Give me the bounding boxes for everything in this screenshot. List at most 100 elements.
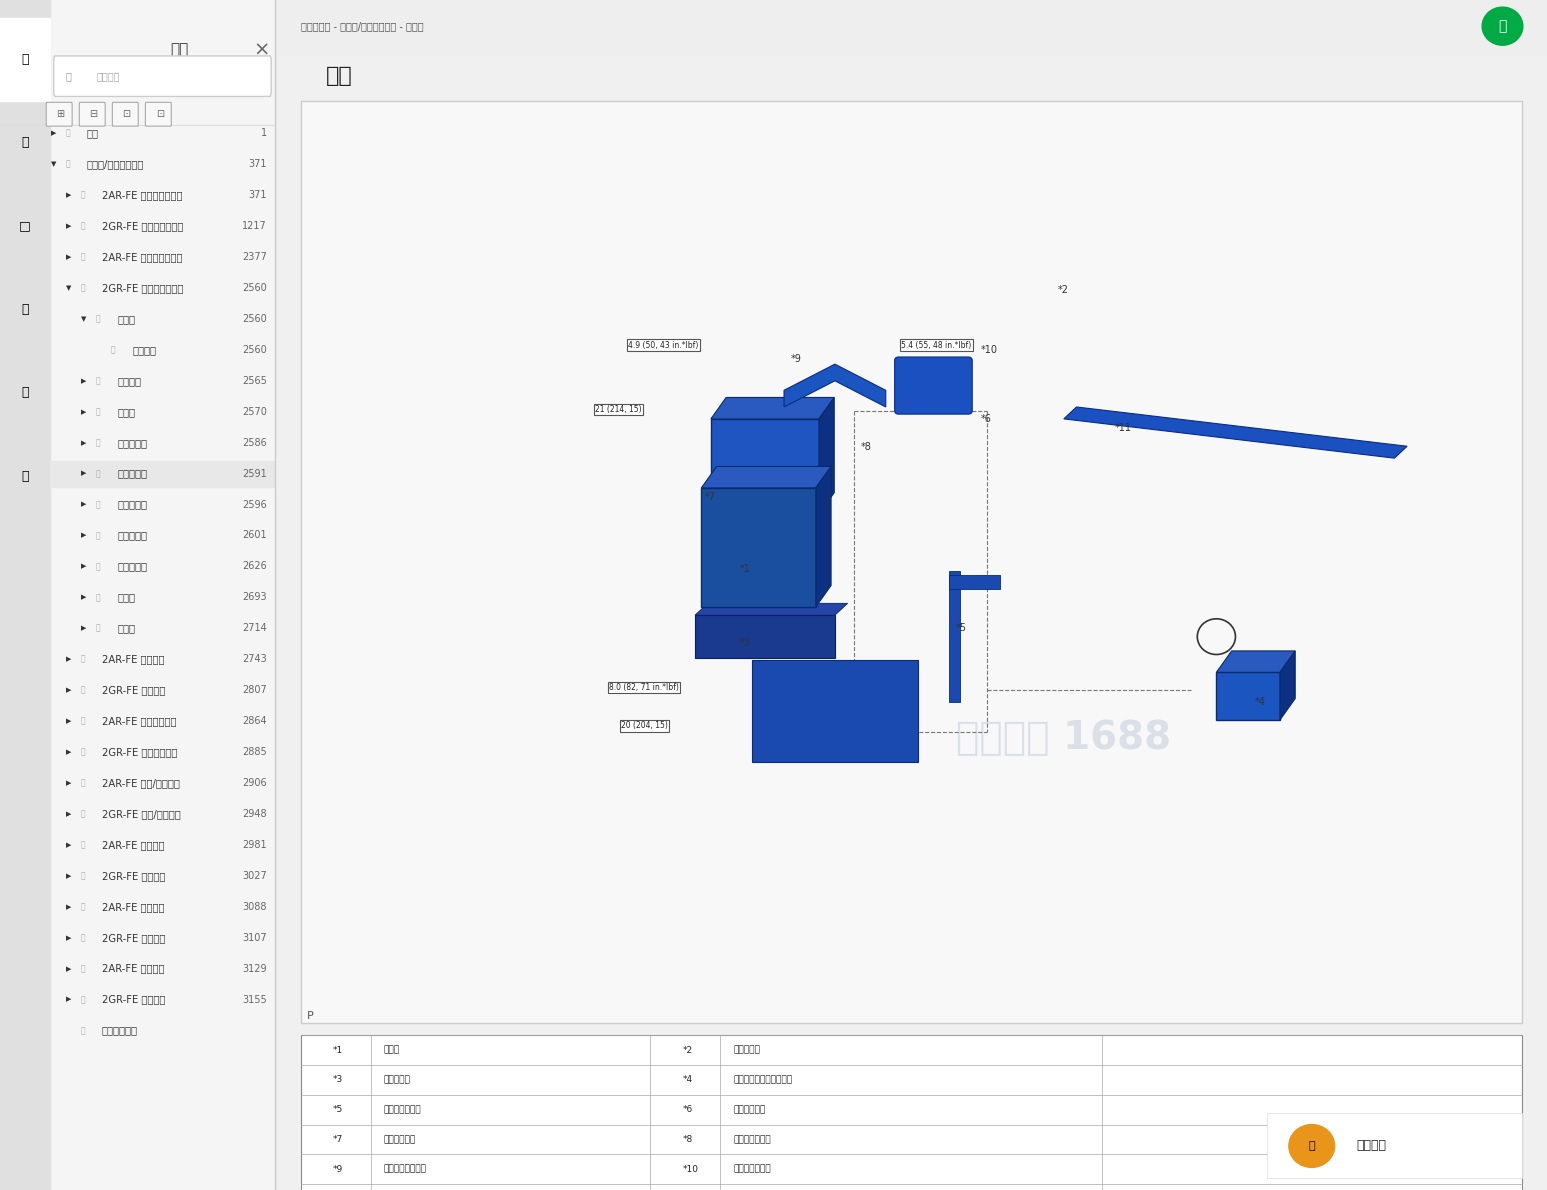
Text: 🔖: 🔖 bbox=[80, 221, 85, 231]
Text: 🌐: 🌐 bbox=[1499, 19, 1507, 33]
Text: 🔖: 🔖 bbox=[96, 500, 101, 509]
Text: ▶: ▶ bbox=[67, 718, 71, 725]
Bar bbox=[0, 0, 50, 1190]
Text: 曲轴后油封: 曲轴后油封 bbox=[118, 500, 147, 509]
Text: 🔖: 🔖 bbox=[96, 438, 101, 447]
Text: 📚: 📚 bbox=[22, 470, 28, 482]
Text: 2807: 2807 bbox=[243, 685, 268, 695]
Text: *7: *7 bbox=[705, 493, 716, 502]
Text: 巡航控制系统: 巡航控制系统 bbox=[102, 1026, 138, 1035]
Text: 2AR-FE 燃油系统: 2AR-FE 燃油系统 bbox=[102, 654, 164, 664]
Text: ▶: ▶ bbox=[67, 253, 71, 261]
Text: 书签: 书签 bbox=[170, 43, 189, 57]
Text: *7: *7 bbox=[333, 1135, 343, 1144]
Text: 发动机系统 - 蓄电池/混合动力系统 - 车前行: 发动机系统 - 蓄电池/混合动力系统 - 车前行 bbox=[300, 21, 424, 31]
Text: 🔖: 🔖 bbox=[80, 933, 85, 942]
Text: *4: *4 bbox=[682, 1076, 693, 1084]
Text: 🔖: 🔖 bbox=[80, 871, 85, 881]
FancyBboxPatch shape bbox=[145, 102, 172, 126]
Text: 3088: 3088 bbox=[243, 902, 268, 912]
Text: 🔖: 🔖 bbox=[96, 531, 101, 540]
Text: 2586: 2586 bbox=[243, 438, 268, 447]
Text: 2565: 2565 bbox=[243, 376, 268, 386]
Circle shape bbox=[1482, 7, 1522, 45]
Text: 汽修帮手 1688: 汽修帮手 1688 bbox=[956, 719, 1171, 757]
Text: 3027: 3027 bbox=[243, 871, 268, 881]
Text: ⊡: ⊡ bbox=[156, 109, 164, 119]
Polygon shape bbox=[815, 466, 831, 607]
Text: 🔖: 🔖 bbox=[80, 964, 85, 973]
Text: 蓄电池绝缘体: 蓄电池绝缘体 bbox=[384, 1135, 416, 1144]
Text: 🔖: 🔖 bbox=[80, 252, 85, 262]
Text: *4: *4 bbox=[1255, 697, 1265, 707]
Text: *9: *9 bbox=[791, 355, 801, 364]
Text: ▶: ▶ bbox=[67, 934, 71, 941]
Text: ▼: ▼ bbox=[67, 284, 71, 292]
Text: ▶: ▶ bbox=[82, 377, 87, 384]
FancyBboxPatch shape bbox=[894, 357, 972, 414]
Text: 2714: 2714 bbox=[243, 624, 268, 633]
Text: 环保驾驶车辆转化器总成: 环保驾驶车辆转化器总成 bbox=[733, 1076, 792, 1084]
FancyBboxPatch shape bbox=[54, 56, 271, 96]
Text: ▶: ▶ bbox=[67, 996, 71, 1003]
Text: 气缸盖衬垫: 气缸盖衬垫 bbox=[118, 438, 147, 447]
Text: 5.4 (55, 48 in.*lbf): 5.4 (55, 48 in.*lbf) bbox=[902, 340, 972, 350]
Text: 汽修帮手: 汽修帮手 bbox=[1357, 1140, 1386, 1152]
Bar bbox=[950, 575, 1001, 589]
Text: 2GR-FE 发动机机械部分: 2GR-FE 发动机机械部分 bbox=[102, 283, 183, 293]
Polygon shape bbox=[784, 364, 886, 407]
Text: 🔖: 🔖 bbox=[80, 995, 85, 1004]
Text: 蓄电池正极端子: 蓄电池正极端子 bbox=[733, 1165, 770, 1173]
Text: 2591: 2591 bbox=[243, 469, 268, 478]
Text: 2948: 2948 bbox=[243, 809, 268, 819]
Text: 2626: 2626 bbox=[243, 562, 268, 571]
Text: ▶: ▶ bbox=[82, 470, 87, 477]
Text: 曲轴前油封: 曲轴前油封 bbox=[118, 469, 147, 478]
Text: 🔖: 🔖 bbox=[96, 593, 101, 602]
Text: 蓄电池负极端子: 蓄电池负极端子 bbox=[384, 1106, 421, 1114]
Text: ▶: ▶ bbox=[82, 439, 87, 446]
Bar bbox=[695, 615, 835, 658]
Text: 2GR-FE 进气/排气系统: 2GR-FE 进气/排气系统 bbox=[102, 809, 181, 819]
Text: 3107: 3107 bbox=[243, 933, 268, 942]
FancyBboxPatch shape bbox=[113, 102, 138, 126]
Text: 🔖: 🔖 bbox=[80, 190, 85, 200]
Text: ▶: ▶ bbox=[67, 872, 71, 879]
Text: *2: *2 bbox=[682, 1046, 693, 1054]
Text: 🔖: 🔖 bbox=[65, 159, 70, 169]
Text: 🔖: 🔖 bbox=[110, 345, 114, 355]
Text: 371: 371 bbox=[249, 159, 268, 169]
Text: 4.9 (50, 43 in.*lbf): 4.9 (50, 43 in.*lbf) bbox=[628, 340, 698, 350]
Text: 🔖: 🔖 bbox=[96, 562, 101, 571]
Text: *9: *9 bbox=[333, 1165, 343, 1173]
Text: 🔖: 🔖 bbox=[80, 1026, 85, 1035]
Text: *1: *1 bbox=[739, 564, 750, 574]
Bar bbox=[1267, 1113, 1522, 1178]
Text: *3: *3 bbox=[739, 638, 750, 647]
Text: 蓄电池托盘: 蓄电池托盘 bbox=[384, 1076, 410, 1084]
Bar bbox=[752, 660, 917, 762]
Text: 蓄电池托架: 蓄电池托架 bbox=[733, 1046, 760, 1054]
Text: ▶: ▶ bbox=[82, 594, 87, 601]
Text: 发动机/混合动力系统: 发动机/混合动力系统 bbox=[87, 159, 144, 169]
Text: ⊞: ⊞ bbox=[57, 109, 65, 119]
Text: 2GR-FE 排放控制系统: 2GR-FE 排放控制系统 bbox=[102, 747, 178, 757]
Text: P: P bbox=[308, 1012, 314, 1021]
Text: *10: *10 bbox=[981, 345, 998, 355]
Text: ▼: ▼ bbox=[82, 315, 87, 322]
Text: ▶: ▶ bbox=[82, 625, 87, 632]
Text: 2601: 2601 bbox=[243, 531, 268, 540]
Text: □: □ bbox=[19, 220, 31, 232]
Text: ▶: ▶ bbox=[67, 810, 71, 818]
Text: 发动机: 发动机 bbox=[118, 314, 135, 324]
Text: 🎯: 🎯 bbox=[22, 387, 28, 399]
Text: *11: *11 bbox=[1115, 424, 1132, 433]
Text: *8: *8 bbox=[682, 1135, 693, 1144]
Text: 🔖: 🔖 bbox=[80, 778, 85, 788]
Text: 书签查找: 书签查找 bbox=[96, 71, 119, 81]
Text: ▶: ▶ bbox=[67, 192, 71, 199]
Polygon shape bbox=[818, 397, 834, 514]
Text: 蓄电池卡夹分总成: 蓄电池卡夹分总成 bbox=[384, 1165, 427, 1173]
Text: *10: *10 bbox=[682, 1165, 698, 1173]
Text: 蓄电池: 蓄电池 bbox=[384, 1046, 399, 1054]
